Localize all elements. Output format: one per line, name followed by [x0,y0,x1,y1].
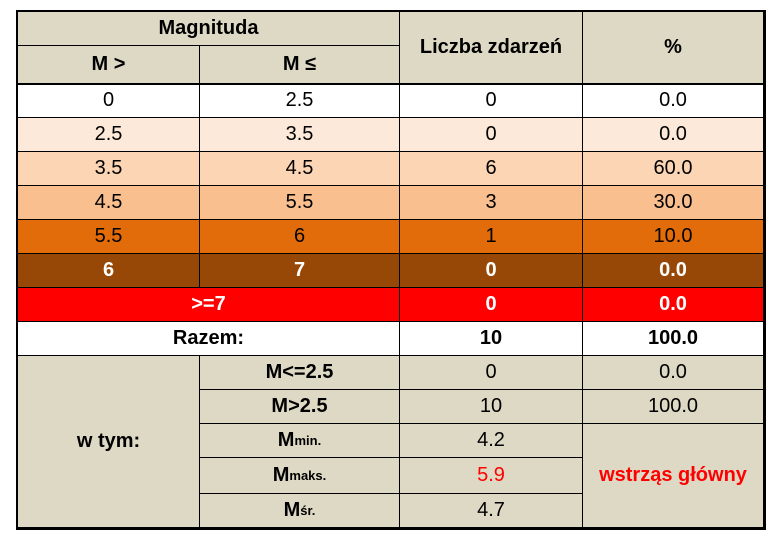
row-count: 6 [400,152,583,186]
magnitude-table: Magnituda M > M ≤ Liczba zdarzeń % 0 2.5 0… [16,10,766,530]
row-from: 5.5 [18,220,200,254]
row-percent: 30.0 [583,186,764,220]
breakdown-label: w tym: [18,356,200,528]
row-ge7-percent: 0.0 [583,288,764,322]
row-count: 0 [400,118,583,152]
row-to: 2.5 [200,84,400,118]
row-count: 0 [400,254,583,288]
header-m-le: M ≤ [200,46,400,84]
row-percent: 0.0 [583,118,764,152]
m-max-base: M [272,464,290,486]
row-from: 0 [18,84,200,118]
row-count: 0 [400,84,583,118]
row-ge7-count: 0 [400,288,583,322]
m-min-sub: min. [294,433,322,448]
row-to: 4.5 [200,152,400,186]
header-percent: % [583,12,764,84]
row-from: 3.5 [18,152,200,186]
le25-count: 0 [400,356,583,390]
m-min-base: M [277,429,295,451]
m-min-value: 4.2 [400,424,583,458]
header-magnitude: Magnituda [18,12,400,46]
gt25-count: 10 [400,390,583,424]
le25-percent: 0.0 [583,356,764,390]
row-count: 3 [400,186,583,220]
row-to: 3.5 [200,118,400,152]
row-from: 4.5 [18,186,200,220]
total-label: Razem: [18,322,400,356]
m-avg-sub: śr. [300,503,316,518]
row-percent: 60.0 [583,152,764,186]
row-from: 6 [18,254,200,288]
m-max-value: 5.9 [400,458,583,494]
gt25-percent: 100.0 [583,390,764,424]
row-to: 7 [200,254,400,288]
m-max-sub: maks. [289,468,327,483]
row-ge7-label: >=7 [18,288,400,322]
header-count: Liczba zdarzeń [400,12,583,84]
total-percent: 100.0 [583,322,764,356]
gt25-label: M>2.5 [200,390,400,424]
row-count: 1 [400,220,583,254]
row-to: 5.5 [200,186,400,220]
row-from: 2.5 [18,118,200,152]
header-m-gt: M > [18,46,200,84]
le25-label: M<=2.5 [200,356,400,390]
header-divider [18,83,764,85]
m-avg-base: M [283,499,301,521]
row-percent: 0.0 [583,254,764,288]
row-percent: 0.0 [583,84,764,118]
total-count: 10 [400,322,583,356]
main-shock-note: wstrząs główny [583,424,764,528]
row-to: 6 [200,220,400,254]
row-percent: 10.0 [583,220,764,254]
m-avg-value: 4.7 [400,494,583,528]
